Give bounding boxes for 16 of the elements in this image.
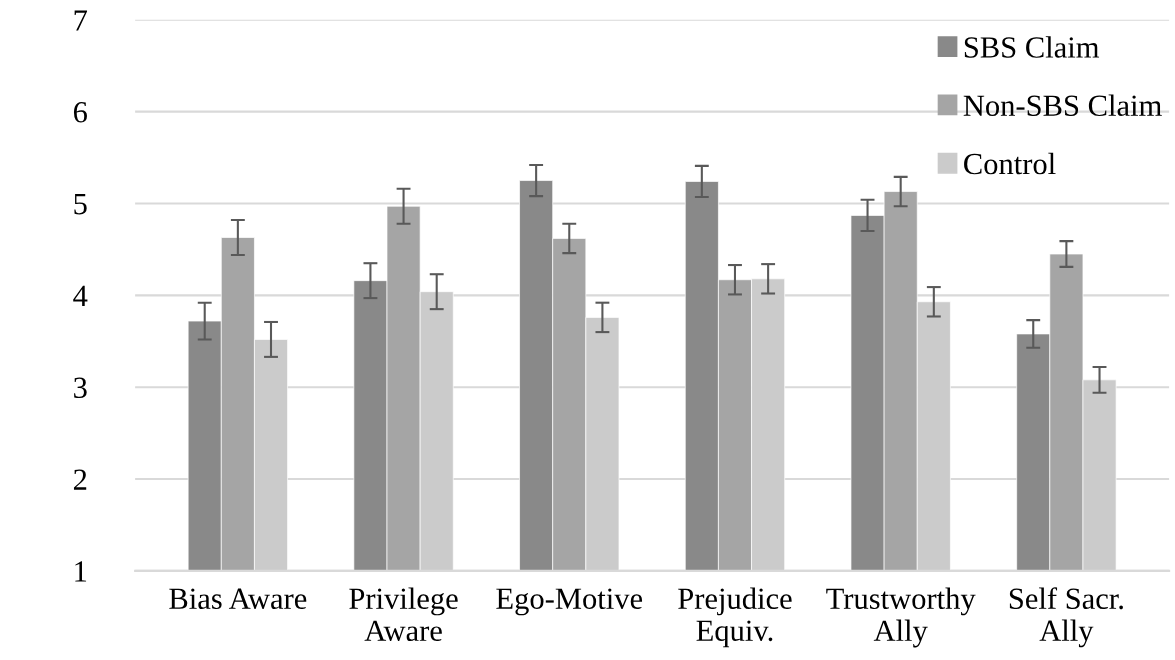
- x-tick-label: Bias Aware: [169, 588, 307, 610]
- legend-label: SBS Claim: [964, 36, 1100, 58]
- x-tick-label: Ego-Motive: [496, 588, 643, 616]
- y-tick-label: 7: [74, 10, 88, 31]
- y-tick-label: 5: [74, 194, 87, 215]
- x-tick-label: Self Sacr. Ally: [1009, 587, 1123, 648]
- x-tick-label: Prejudice Equiv.: [678, 587, 792, 648]
- y-tick-label: 1: [75, 561, 87, 582]
- x-tick-label: Trustworthy Ally: [826, 587, 976, 648]
- y-tick-label: 3: [74, 377, 87, 399]
- x-tick-label: Privilege Aware: [349, 587, 458, 642]
- y-tick-label: 2: [73, 469, 87, 490]
- legend-label: Non-SBS Claim: [963, 94, 1162, 117]
- y-tick-label: 4: [73, 285, 88, 306]
- y-tick-label: 6: [73, 102, 87, 123]
- legend-label: Control: [964, 152, 1056, 175]
